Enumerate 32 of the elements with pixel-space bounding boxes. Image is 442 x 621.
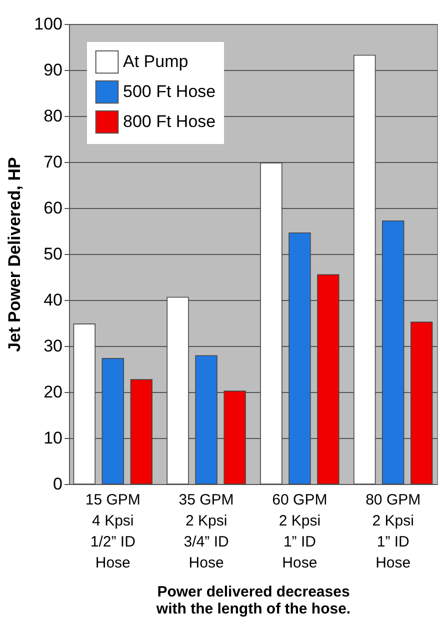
y-tick-label: 0 [53,474,62,494]
bar [102,358,124,484]
legend-label: 800 Ft Hose [123,112,216,131]
y-tick-label: 10 [44,428,62,448]
y-tick-label: 90 [44,60,62,80]
y-tick-label: 50 [44,244,62,264]
bar [130,379,152,484]
y-tick-label: 80 [44,106,62,126]
legend-label: At Pump [123,52,188,71]
y-axis-title: Jet Power Delivered, HP [5,157,24,352]
bar [73,324,96,484]
bar [354,54,376,484]
x-tick-label: 35 GPM 2 Kpsi 3/4” ID Hose [178,492,234,572]
bar [260,162,282,484]
x-tick-label: 60 GPM 2 Kpsi 1” ID Hose [272,492,328,572]
y-tick-label: 20 [44,382,62,402]
y-tick-label: 40 [44,290,62,310]
bar [382,220,404,484]
bar [410,322,433,484]
y-tick-label: 100 [34,14,62,34]
x-tick-label: 15 GPM 4 Kpsi 1/2” ID Hose [85,492,140,572]
legend-label: 500 Ft Hose [123,82,216,101]
bar [317,274,340,484]
bar [224,390,246,484]
x-axis-title: Power delivered decreases with the length of the hose. [155,584,351,618]
y-tick-label: 30 [44,336,62,356]
x-tick-label: 80 GPM 2 Kpsi 1” ID Hose [366,492,421,572]
y-tick-label: 70 [44,152,62,172]
y-tick-label: 60 [44,198,62,218]
bar [288,232,311,484]
bar [195,355,218,484]
bar [166,296,189,484]
